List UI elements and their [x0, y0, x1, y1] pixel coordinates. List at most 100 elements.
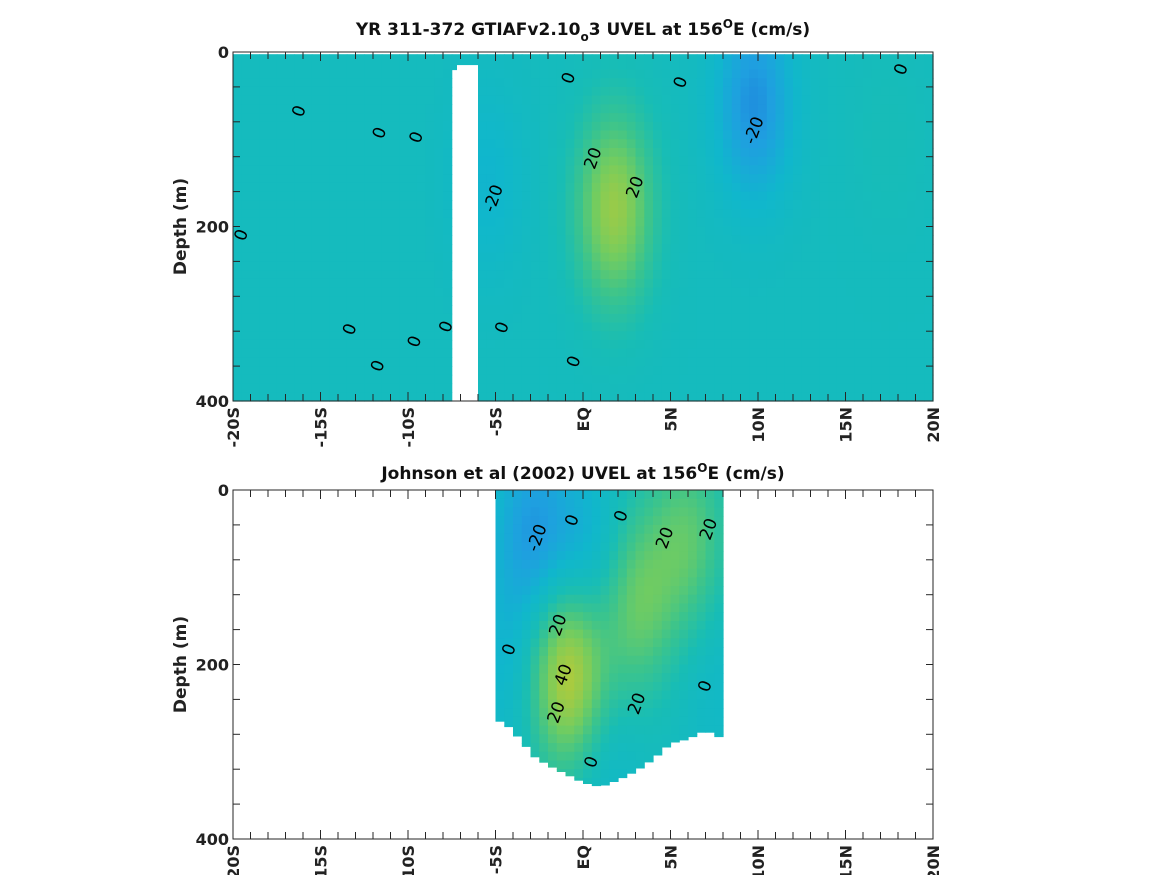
field-cell: [618, 725, 628, 735]
field-cell: [355, 156, 365, 166]
field-cell: [618, 533, 628, 543]
field-cell: [241, 130, 252, 140]
field-cell: [303, 86, 313, 97]
field-cell: [871, 56, 882, 71]
field-cell: [399, 69, 409, 79]
field-cell: [451, 56, 462, 71]
field-cell: [670, 655, 680, 666]
field-cell: [565, 708, 575, 718]
field-cell: [880, 191, 890, 201]
field-cell: [906, 121, 917, 132]
field-cell: [775, 95, 785, 105]
field-cell: [513, 130, 523, 140]
field-cell: [583, 339, 593, 350]
field-cell: [810, 56, 820, 71]
field-cell: [294, 191, 304, 201]
field-cell: [303, 366, 313, 376]
field-cell: [329, 270, 339, 280]
field-cell: [591, 270, 602, 280]
field-cell: [784, 348, 794, 358]
field-cell: [854, 366, 864, 376]
field-cell: [749, 348, 759, 358]
field-cell: [276, 95, 287, 105]
field-cell: [626, 226, 637, 236]
field-cell: [399, 296, 409, 306]
field-cell: [705, 86, 715, 97]
field-cell: [609, 226, 619, 236]
field-cell: [618, 612, 628, 622]
field-cell: [364, 156, 374, 166]
field-cell: [661, 647, 672, 657]
field-cell: [609, 104, 619, 114]
field-cell: [556, 760, 567, 770]
field-cell: [635, 56, 645, 71]
field-cell: [364, 322, 374, 332]
field-cell: [364, 209, 374, 219]
field-cell: [276, 278, 287, 289]
field-cell: [784, 182, 794, 193]
field-cell: [583, 664, 593, 674]
field-cell: [241, 322, 252, 332]
field-cell: [705, 533, 715, 543]
field-cell: [618, 104, 628, 114]
field-cell: [793, 217, 803, 228]
field-cell: [626, 603, 637, 613]
field-cell: [635, 104, 645, 114]
field-cell: [434, 78, 444, 88]
field-cell: [880, 322, 890, 332]
field-cell: [635, 217, 645, 228]
field-cell: [819, 148, 829, 158]
field-cell: [294, 339, 304, 350]
field-cell: [740, 86, 750, 97]
field-cell: [495, 690, 505, 700]
field-cell: [924, 148, 934, 158]
field-cell: [688, 507, 698, 517]
field-cell: [653, 577, 663, 587]
field-cell: [338, 130, 348, 140]
field-cell: [556, 751, 567, 762]
field-cell: [259, 331, 269, 341]
field-cell: [364, 252, 374, 262]
field-cell: [268, 313, 278, 324]
field-cell: [513, 54, 523, 57]
field-cell: [898, 121, 908, 132]
field-cell: [828, 54, 838, 57]
field-cell: [346, 156, 357, 166]
field-cell: [836, 270, 847, 280]
field-cell: [486, 357, 497, 367]
field-cell: [381, 357, 392, 367]
field-cell: [250, 339, 260, 350]
field-cell: [504, 716, 514, 727]
field-cell: [845, 86, 855, 97]
field-cell: [556, 638, 567, 648]
field-cell: [924, 95, 934, 105]
field-cell: [871, 296, 882, 306]
field-cell: [539, 182, 549, 193]
field-cell: [836, 165, 847, 175]
field-cell: [548, 226, 558, 236]
field-cell: [749, 113, 759, 123]
field-cell: [635, 542, 645, 552]
field-cell: [898, 104, 908, 114]
field-cell: [696, 209, 707, 219]
field-cell: [766, 174, 777, 184]
field-cell: [626, 392, 637, 402]
field-cell: [434, 182, 444, 193]
field-cell: [556, 261, 567, 271]
field-cell: [320, 104, 330, 114]
field-cell: [871, 313, 882, 324]
field-cell: [583, 322, 593, 332]
field-cell: [714, 313, 724, 324]
field-cell: [591, 244, 602, 254]
field-cell: [618, 559, 628, 570]
field-cell: [373, 78, 383, 88]
field-cell: [723, 392, 733, 402]
field-cell: [793, 56, 803, 71]
field-cell: [731, 130, 742, 140]
field-cell: [548, 270, 558, 280]
field-cell: [504, 296, 514, 306]
field-cell: [609, 594, 619, 604]
field-cell: [609, 200, 619, 210]
field-cell: [766, 278, 777, 289]
field-cell: [600, 69, 610, 79]
